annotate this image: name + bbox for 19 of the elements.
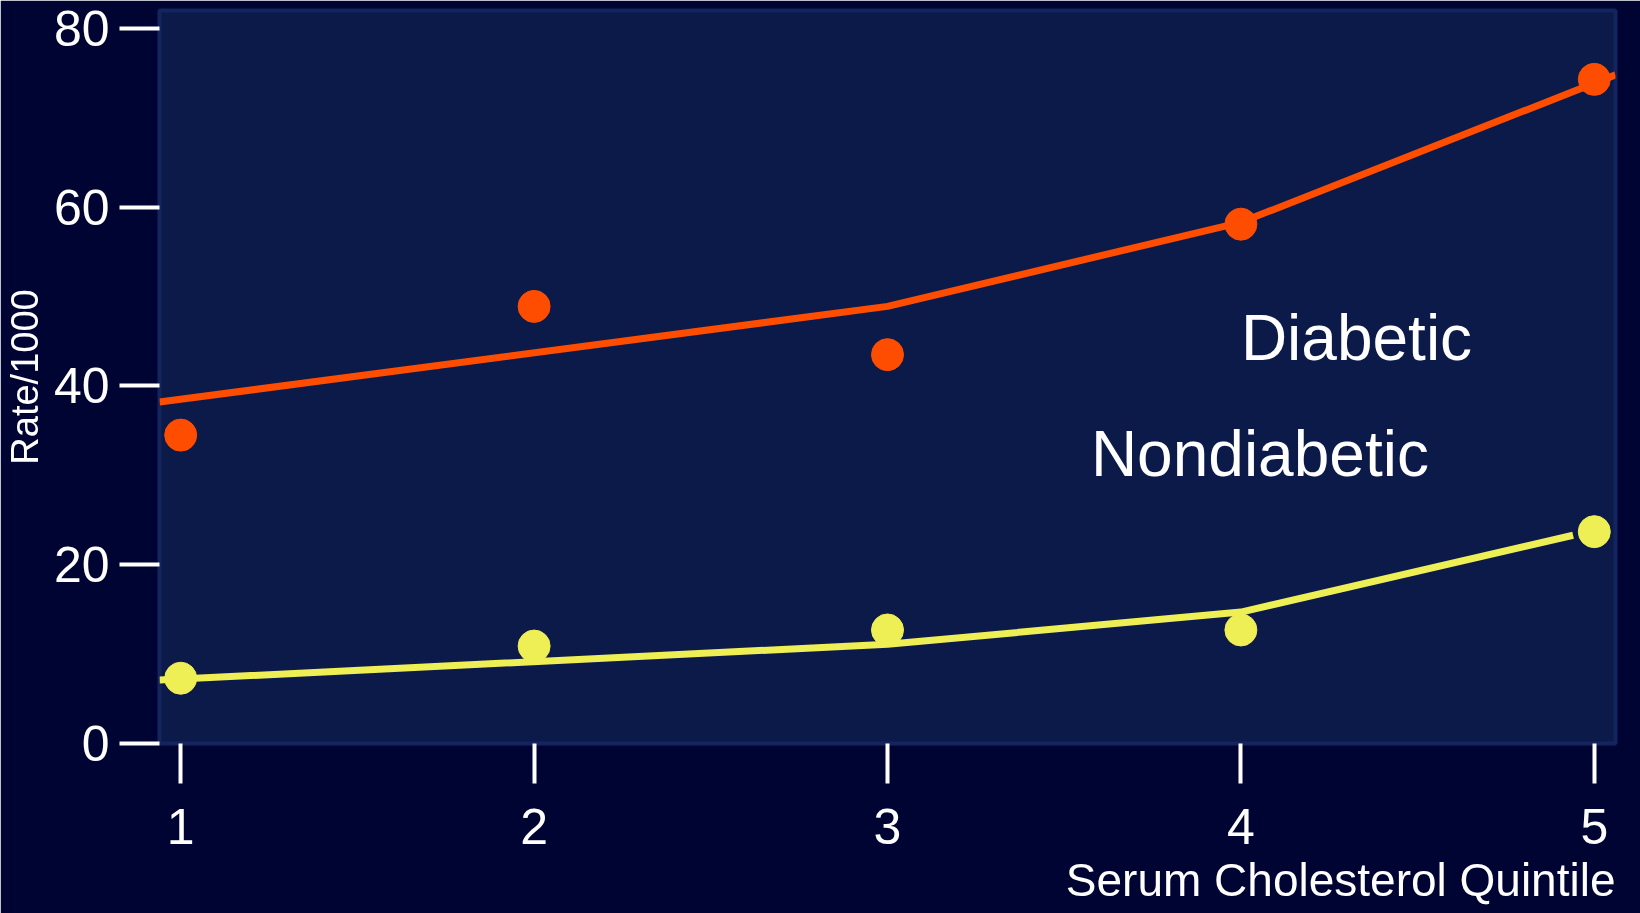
series-label: Diabetic (1240, 302, 1473, 375)
x-tick-label: 1 (166, 798, 195, 855)
y-axis-title: Rate/1000 (3, 289, 46, 465)
x-tick-label: 5 (1580, 798, 1609, 855)
x-tick-label: 4 (1226, 798, 1255, 855)
text: Nondiabetic (1090, 417, 1429, 490)
point (871, 338, 904, 372)
x-tick-label: 3 (873, 798, 902, 855)
point (517, 289, 551, 323)
y-tick-label: 80 (53, 0, 110, 57)
y-tick-label: 40 (53, 358, 110, 415)
x-tick-label: 2 (520, 798, 549, 855)
y-tick-label: 60 (53, 179, 110, 236)
x-axis-title: Serum Cholesterol Quintile (1065, 853, 1616, 906)
point (1224, 613, 1258, 647)
y-tick-label: 0 (81, 716, 110, 772)
y-tick-label: 20 (53, 537, 110, 594)
point (1577, 515, 1611, 549)
point (164, 418, 198, 452)
